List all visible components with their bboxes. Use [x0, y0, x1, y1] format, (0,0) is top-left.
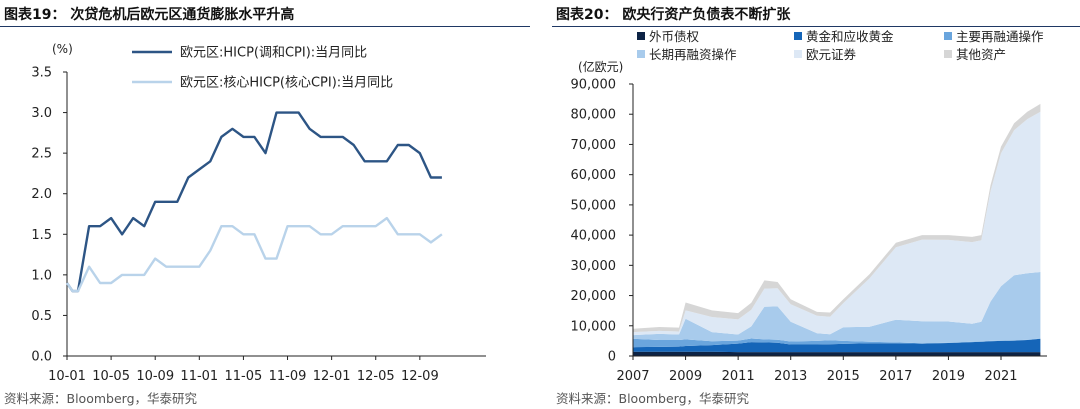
x-tick-label: 11-01: [180, 369, 218, 384]
y-unit-label: (亿欧元): [578, 59, 623, 74]
x-tick-label: 12-01: [313, 369, 351, 384]
y-tick-label: 0.5: [31, 309, 52, 324]
area-series: [633, 272, 1041, 344]
x-tick-label: 2019: [932, 369, 965, 384]
legend-label: 其他资产: [956, 47, 1006, 62]
x-tick-label: 12-05: [357, 369, 395, 384]
title-divider: [0, 26, 530, 27]
x-tick-label: 2011: [722, 369, 755, 384]
y-tick-label: 0: [608, 350, 616, 365]
x-tick-label: 10-05: [92, 369, 130, 384]
legend-label: 欧元区:HICP(调和CPI):当月同比: [180, 46, 367, 61]
legend-swatch: [794, 50, 802, 58]
y-tick-label: 2.0: [31, 187, 52, 202]
series-line: [66, 216, 443, 293]
y-tick-label: 40,000: [571, 229, 617, 244]
y-tick-label: 20,000: [571, 289, 617, 304]
y-tick-label: 0.0: [31, 350, 52, 365]
series-line: [66, 111, 442, 293]
legend-swatch: [637, 50, 645, 58]
x-tick-label: 12-09: [401, 369, 439, 384]
x-tick-label: 2021: [984, 369, 1017, 384]
chart-panel-ecb-balance-sheet: 图表20： 欧央行资产负债表不断扩张 (亿欧元) 0 10,000 20,000 30,…: [552, 0, 1080, 409]
legend-label: 黄金和应收黄金: [806, 29, 894, 44]
y-tick-label: 80,000: [571, 108, 617, 123]
stacked-area-chart: (亿欧元) 0 10,000 20,000 30,000 40,000 50,000 60,0…: [571, 29, 1047, 384]
y-tick-label: 1.0: [31, 268, 52, 283]
legend-label: 欧元证券: [806, 47, 857, 62]
area-series: [633, 351, 1041, 356]
x-tick-label: 11-09: [269, 369, 307, 384]
x-tick-label: 10-01: [48, 369, 86, 384]
y-tick-label: 90,000: [571, 78, 617, 93]
chart-source: 资料来源：Bloomberg，华泰研究: [4, 391, 197, 406]
x-tick-label: 10-09: [136, 369, 174, 384]
chart-panel-inflation: 图表19： 次贷危机后欧元区通货膨胀水平升高 (%) 0.0 0.5 1.0 1.5 2.…: [0, 0, 530, 409]
y-tick-label: 30,000: [571, 259, 617, 274]
y-tick-label: 60,000: [571, 168, 617, 183]
x-tick-label: 2007: [616, 369, 649, 384]
x-tick-label: 2015: [827, 369, 860, 384]
y-unit-label: (%): [52, 42, 73, 56]
legend-swatch: [944, 50, 952, 58]
area-series: [633, 111, 1041, 336]
line-chart: (%) 0.0 0.5 1.0 1.5 2.0 2.5 3.0 3.5 10-01 10-05 10-…: [31, 42, 486, 384]
x-tick-label: 2017: [879, 369, 912, 384]
y-tick-label: 3.5: [31, 66, 52, 81]
y-tick-label: 2.5: [31, 147, 52, 162]
legend-label: 长期再融资操作: [649, 47, 737, 62]
chart-title: 图表19： 次贷危机后欧元区通货膨胀水平升高: [4, 7, 295, 23]
chart-title: 图表20： 欧央行资产负债表不断扩张: [556, 7, 791, 23]
x-tick-label: 2013: [774, 369, 807, 384]
legend-label: 主要再融通操作: [956, 29, 1044, 44]
x-tick-label: 11-05: [225, 369, 263, 384]
legend-label: 外币债权: [649, 29, 700, 44]
legend-swatch: [944, 32, 952, 40]
legend-swatch: [637, 32, 645, 40]
y-tick-label: 1.5: [31, 228, 52, 243]
chart-source: 资料来源：Bloomberg，华泰研究: [556, 391, 749, 406]
area-series: [633, 338, 1041, 348]
y-tick-label: 70,000: [571, 138, 617, 153]
y-tick-label: 50,000: [571, 198, 617, 213]
y-tick-label: 3.0: [31, 106, 52, 121]
legend-label: 欧元区:核心HICP(核心CPI):当月同比: [180, 76, 393, 91]
area-series: [633, 338, 1041, 353]
y-tick-label: 10,000: [571, 319, 617, 334]
title-divider: [552, 26, 1080, 27]
x-tick-label: 2009: [669, 369, 702, 384]
legend-swatch: [794, 32, 802, 40]
